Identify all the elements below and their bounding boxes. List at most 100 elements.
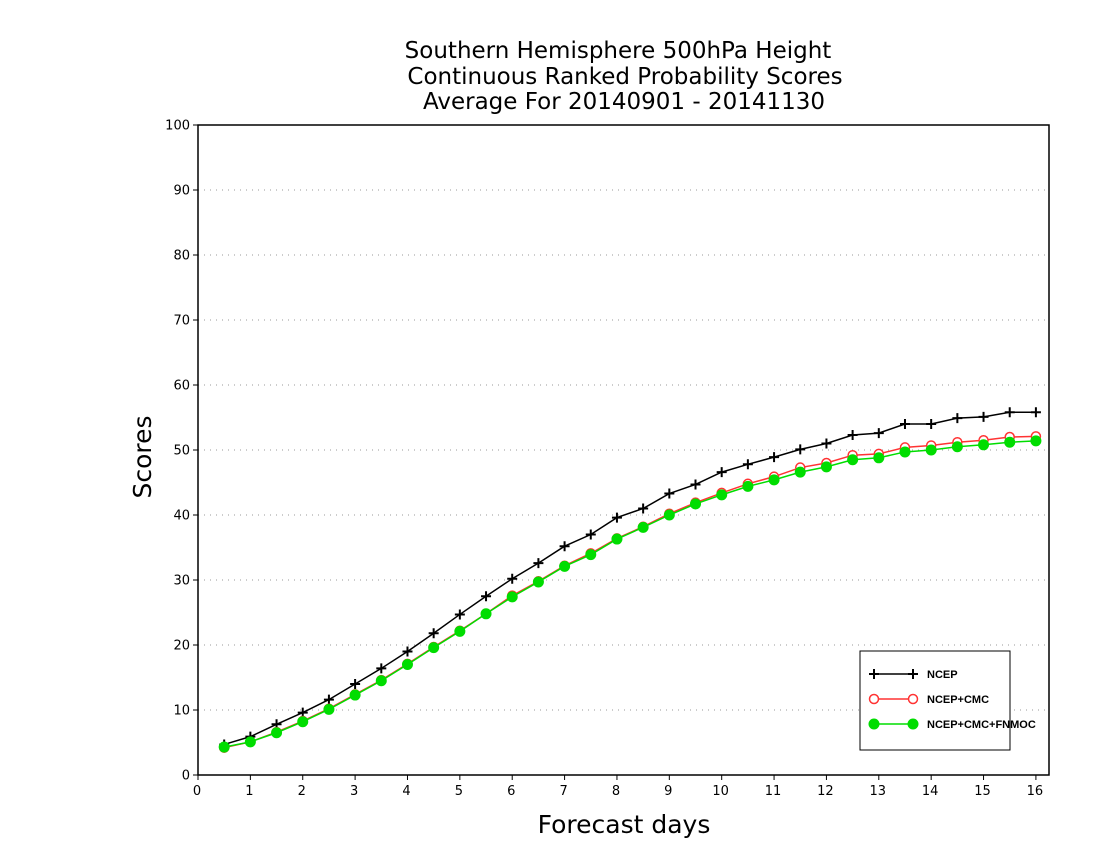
data-point — [1004, 436, 1016, 448]
data-point — [533, 558, 544, 569]
data-point — [821, 438, 832, 449]
chart-title: Southern Hemisphere 500hPa Height Contin… — [405, 38, 843, 115]
data-point — [664, 488, 675, 499]
data-point — [978, 411, 989, 422]
data-point — [873, 452, 885, 464]
data-point — [820, 461, 832, 473]
data-point — [428, 642, 440, 654]
data-point — [768, 474, 780, 486]
data-point — [899, 446, 911, 458]
series-ncep-cmc-fnmoc — [218, 435, 1042, 753]
data-point — [506, 591, 518, 603]
x-tick-label: 13 — [870, 784, 887, 799]
data-point — [611, 533, 623, 545]
y-tick-label: 60 — [173, 379, 190, 394]
legend-label: NCEP+CMC+FNMOC — [927, 719, 1036, 731]
title-line-1: Southern Hemisphere 500hPa Height — [405, 38, 832, 64]
data-point — [401, 659, 413, 670]
legend-label: NCEP — [927, 669, 958, 681]
x-tick-label: 5 — [455, 784, 463, 799]
title-line-3: Average For 20140901 - 20141130 — [423, 89, 825, 115]
legend-marker — [869, 669, 879, 679]
y-tick-label: 80 — [173, 249, 190, 264]
data-point — [690, 479, 701, 490]
data-point — [297, 716, 309, 728]
data-point — [952, 413, 963, 424]
data-point — [271, 727, 283, 739]
legend-marker — [868, 718, 880, 730]
data-point — [585, 529, 596, 540]
data-point — [454, 625, 466, 637]
data-point — [559, 541, 570, 552]
data-point — [376, 663, 387, 674]
data-point — [690, 498, 702, 510]
y-tick-label: 50 — [173, 444, 190, 459]
data-point — [794, 466, 806, 478]
x-tick-label: 1 — [245, 784, 253, 799]
title-line-2: Continuous Ranked Probability Scores — [407, 64, 842, 90]
legend-item: NCEP+CMC+FNMOC — [868, 718, 1036, 731]
x-tick-label: 0 — [193, 784, 201, 799]
legend-box — [859, 650, 1011, 751]
legend-marker — [907, 718, 919, 730]
legend-marker — [868, 693, 880, 705]
data-point — [323, 703, 335, 715]
x-tick-label: 3 — [350, 784, 358, 799]
series-ncep — [219, 407, 1041, 750]
data-point — [611, 512, 622, 523]
data-point — [375, 675, 387, 687]
y-tick-label: 70 — [173, 314, 190, 329]
x-tick-label: 9 — [664, 784, 672, 799]
data-point — [926, 419, 937, 429]
y-axis-title: Scores — [128, 415, 157, 498]
data-point — [663, 509, 675, 521]
data-point — [742, 459, 753, 470]
data-point — [637, 521, 649, 533]
x-tick-label: 2 — [298, 784, 306, 799]
y-tick-label: 90 — [173, 184, 190, 199]
data-point — [532, 576, 544, 588]
data-point — [978, 439, 990, 451]
x-tick-label: 7 — [559, 784, 567, 799]
data-point — [638, 503, 649, 514]
data-point — [769, 452, 780, 463]
data-point — [402, 646, 413, 657]
legend-marker — [907, 693, 919, 705]
data-point — [1004, 407, 1015, 418]
data-point — [795, 444, 806, 455]
series-layer — [218, 407, 1042, 753]
y-tick-label: 10 — [173, 704, 190, 719]
x-tick-label: 11 — [765, 784, 782, 799]
legend-label: NCEP+CMC — [927, 694, 989, 706]
x-tick-label: 16 — [1027, 784, 1044, 799]
data-point — [1030, 407, 1041, 418]
data-point — [925, 444, 937, 456]
data-point — [847, 454, 859, 466]
data-point — [350, 679, 361, 689]
y-tick-label: 30 — [173, 574, 190, 589]
data-point — [349, 689, 361, 701]
legend-item: NCEP — [869, 669, 958, 681]
x-tick-label: 14 — [922, 784, 939, 799]
y-tick-label: 100 — [165, 119, 190, 134]
x-tick-label: 4 — [402, 784, 410, 799]
data-point — [559, 560, 571, 572]
data-point — [716, 467, 727, 478]
legend: NCEP NCEP+CMC NCEP+CMC+FNMOC — [859, 650, 1036, 751]
data-point — [428, 628, 439, 639]
y-tick-label: 40 — [173, 509, 190, 524]
data-point — [742, 480, 754, 492]
x-tick-label: 10 — [712, 784, 729, 799]
data-point — [716, 489, 728, 501]
data-point — [585, 549, 597, 561]
data-point — [873, 428, 884, 439]
data-point — [1030, 435, 1042, 447]
x-tick-label: 12 — [817, 784, 834, 799]
x-tick-label: 6 — [507, 784, 515, 799]
data-point — [480, 608, 492, 620]
data-point — [951, 441, 963, 453]
data-point — [218, 741, 230, 753]
data-point — [847, 430, 858, 441]
